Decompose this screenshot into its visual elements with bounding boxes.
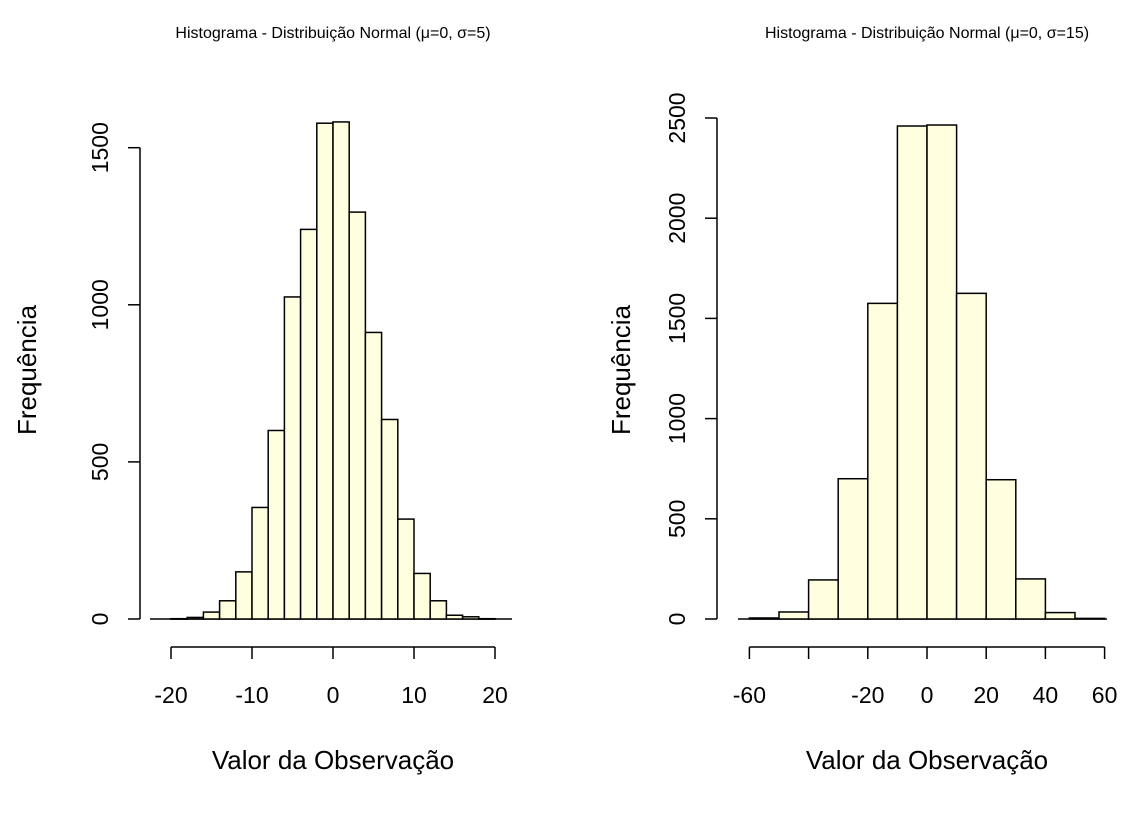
x-tick-label: -10 <box>235 682 268 708</box>
histogram-bar <box>413 572 431 620</box>
x-tick-label: -20 <box>154 682 187 708</box>
histogram-bar <box>332 121 350 620</box>
y-tick-label: 1500 <box>87 122 113 173</box>
chart-1-y-axis: 0 500 1000 1500 <box>87 122 141 626</box>
y-tick-label: 2000 <box>664 193 690 244</box>
histogram-bar <box>170 617 188 620</box>
histogram-bar <box>1044 611 1076 620</box>
y-tick-label: 1500 <box>664 293 690 344</box>
chart-2-title: Histograma - Distribuição Normal (μ=0, σ… <box>765 25 1089 42</box>
histogram-bar <box>837 477 869 620</box>
chart-2-x-label: Valor da Observação <box>806 745 1048 775</box>
chart-panel-1: Histograma - Distribuição Normal (μ=0, σ… <box>12 25 512 775</box>
histogram-bar <box>283 296 302 620</box>
histogram-bar <box>807 579 839 620</box>
x-tick-label: 10 <box>401 682 427 708</box>
histogram-bar <box>985 478 1017 620</box>
histogram-bar <box>380 418 399 620</box>
y-tick-label: 500 <box>87 443 113 481</box>
y-tick-label: 1000 <box>664 393 690 444</box>
histogram-bar <box>926 124 958 620</box>
histogram-bar <box>461 616 480 620</box>
histogram-bar <box>748 617 780 620</box>
chart-1-x-axis: -20 -10 0 10 20 <box>154 646 508 708</box>
chart-1-x-label: Valor da Observação <box>212 745 454 775</box>
y-tick-label: 1000 <box>87 279 113 330</box>
y-tick-label: 2500 <box>664 92 690 143</box>
histogram-bar <box>316 122 334 620</box>
chart-1-title: Histograma - Distribuição Normal (μ=0, σ… <box>175 25 490 42</box>
chart-1-bars <box>150 121 512 620</box>
x-tick-label: -60 <box>733 682 766 708</box>
x-tick-label: 0 <box>921 682 934 708</box>
histogram-bar <box>186 616 205 620</box>
histogram-bar <box>348 211 367 620</box>
histogram-bar <box>867 302 899 620</box>
y-tick-label: 0 <box>87 613 113 626</box>
chart-panel-2: Histograma - Distribuição Normal (μ=0, σ… <box>606 25 1117 775</box>
histogram-bar <box>429 600 448 620</box>
histogram-bar <box>299 228 318 620</box>
histogram-bar <box>478 617 496 620</box>
histogram-bar <box>896 125 928 620</box>
histogram-bar <box>364 331 383 620</box>
histogram-bar <box>778 611 810 620</box>
histogram-bar <box>397 518 415 620</box>
histogram-bar <box>251 506 269 620</box>
x-tick-label: -20 <box>851 682 884 708</box>
x-tick-label: 60 <box>1092 682 1118 708</box>
y-tick-label: 500 <box>664 500 690 538</box>
histogram-bar <box>202 611 221 620</box>
histogram-bar <box>1015 578 1047 620</box>
x-tick-label: 20 <box>973 682 999 708</box>
x-tick-label: 40 <box>1033 682 1059 708</box>
histogram-bar <box>445 614 464 620</box>
chart-2-x-axis: -60 -20 0 20 40 60 <box>733 646 1118 708</box>
chart-1-y-label: Frequência <box>12 304 42 435</box>
histogram-bar <box>1074 617 1106 620</box>
chart-2-y-axis: 0 500 1000 1500 2000 2500 <box>664 92 718 626</box>
x-tick-label: 0 <box>327 682 340 708</box>
x-tick-label: 20 <box>482 682 508 708</box>
y-tick-label: 0 <box>664 613 690 626</box>
chart-2-y-label: Frequência <box>606 304 636 435</box>
histogram-bar <box>218 600 237 620</box>
chart-2-bars <box>738 124 1107 620</box>
histogram-bar <box>267 429 286 620</box>
histogram-bar <box>235 571 253 620</box>
histogram-bar <box>955 292 987 620</box>
